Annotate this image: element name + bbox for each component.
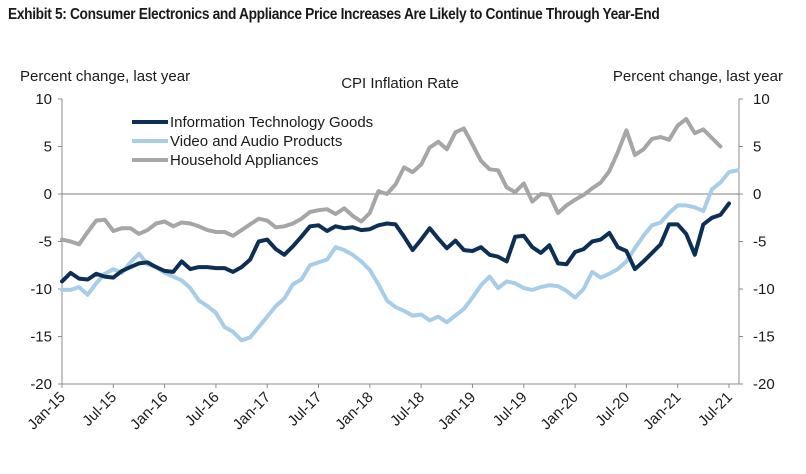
x-tick-label: Jul-18 bbox=[387, 389, 428, 430]
legend-label: Household Appliances bbox=[170, 152, 318, 169]
right-y-tick-label: 0 bbox=[753, 186, 761, 203]
x-tick-label: Jul-15 bbox=[79, 389, 120, 430]
left-y-tick-label: -15 bbox=[30, 329, 52, 346]
left-y-tick-label: -5 bbox=[39, 234, 52, 251]
right-y-tick-label: -20 bbox=[753, 376, 775, 393]
right-y-tick-label: -15 bbox=[753, 329, 775, 346]
right-y-tick-label: -10 bbox=[753, 281, 775, 298]
left-y-tick-label: -20 bbox=[30, 376, 52, 393]
x-tick-label: Jan-20 bbox=[537, 389, 581, 433]
left-y-tick-label: -10 bbox=[30, 281, 52, 298]
chart-title: CPI Inflation Rate bbox=[341, 75, 459, 92]
x-tick-label: Jul-20 bbox=[592, 389, 633, 430]
left-y-tick-label: 10 bbox=[35, 91, 52, 108]
right-y-tick-label: 10 bbox=[753, 91, 770, 108]
series-layer bbox=[60, 117, 740, 343]
right-y-tick-label: -5 bbox=[753, 234, 766, 251]
legend-label: Video and Audio Products bbox=[170, 133, 342, 150]
x-tick-label: Jan-21 bbox=[640, 389, 684, 433]
x-tick-label: Jul-17 bbox=[284, 389, 325, 430]
series-line-video-and-audio-products bbox=[60, 168, 740, 343]
left-axis-label: Percent change, last year bbox=[20, 68, 190, 85]
x-tick-label: Jul-19 bbox=[490, 389, 531, 430]
series-line-household-appliances bbox=[60, 117, 723, 247]
left-y-tick-label: 5 bbox=[44, 139, 52, 156]
x-tick-label: Jul-21 bbox=[695, 389, 736, 430]
x-tick-label: Jan-16 bbox=[127, 389, 171, 433]
right-axis-label: Percent change, last year bbox=[613, 68, 783, 85]
legend: Information Technology Goods Video and Au… bbox=[132, 114, 373, 169]
left-y-tick-label: 0 bbox=[44, 186, 52, 203]
x-tick-label: Jan-15 bbox=[24, 389, 68, 433]
x-tick-label: Jul-16 bbox=[182, 389, 223, 430]
right-y-tick-label: 5 bbox=[753, 139, 761, 156]
x-tick-label: Jan-17 bbox=[230, 389, 274, 433]
x-tick-label: Jan-19 bbox=[435, 389, 479, 433]
legend-label: Information Technology Goods bbox=[170, 114, 373, 131]
series-line-information-technology-goods bbox=[60, 201, 731, 284]
exhibit-title: Exhibit 5: Consumer Electronics and Appl… bbox=[8, 6, 660, 23]
x-tick-label: Jan-18 bbox=[332, 389, 376, 433]
